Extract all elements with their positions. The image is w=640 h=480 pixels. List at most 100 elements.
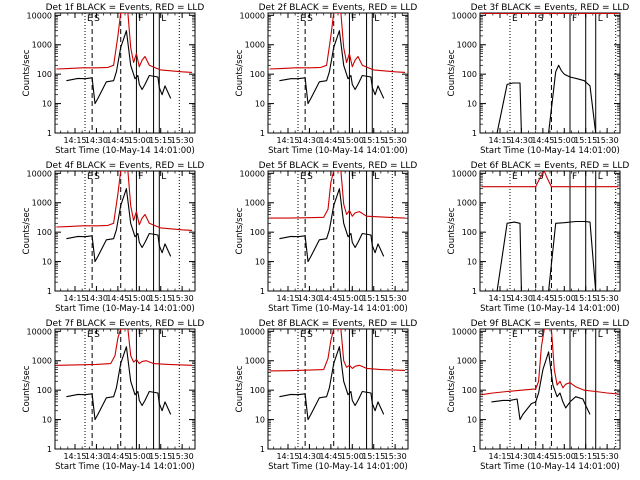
x-tick-label: 14:30 bbox=[510, 294, 533, 303]
x-axis-label: Start Time (10-May-14 14:01:00) bbox=[480, 146, 620, 156]
series-line-lld bbox=[56, 329, 193, 366]
interval-label: S bbox=[538, 330, 544, 340]
interval-label: E bbox=[87, 172, 93, 182]
y-axis-label: Counts/sec bbox=[22, 49, 32, 96]
plot-frame bbox=[267, 170, 409, 292]
interval-label: F bbox=[138, 14, 143, 24]
interval-label: L bbox=[598, 14, 603, 24]
panel-title: Det 1f BLACK = Events, RED = LLD bbox=[46, 3, 205, 13]
series-line-lld bbox=[269, 329, 406, 372]
y-tick-label: 100 bbox=[250, 70, 265, 79]
x-tick-label: 14:45 bbox=[106, 452, 129, 461]
x-tick-label: 14:30 bbox=[510, 452, 533, 461]
interval-label: F bbox=[572, 172, 577, 182]
x-tick-label: 15:15 bbox=[362, 136, 385, 145]
interval-label: F bbox=[572, 330, 577, 340]
y-tick-label: 10000 bbox=[240, 11, 265, 20]
y-tick-label: 10 bbox=[467, 258, 477, 267]
y-tick-label: 10000 bbox=[27, 11, 52, 20]
interval-label: F bbox=[351, 330, 356, 340]
plot-frame bbox=[479, 328, 621, 450]
y-tick-label: 1000 bbox=[457, 357, 477, 366]
x-tick-label: 15:15 bbox=[149, 136, 172, 145]
interval-label: L bbox=[374, 172, 379, 182]
x-tick-label: 15:30 bbox=[384, 452, 407, 461]
y-tick-label: 10 bbox=[42, 416, 52, 425]
series-line-events bbox=[491, 64, 597, 133]
x-axis-label: Start Time (10-May-14 14:01:00) bbox=[55, 462, 195, 472]
x-tick-label: 15:15 bbox=[149, 452, 172, 461]
x-tick-label: 14:45 bbox=[319, 136, 342, 145]
y-tick-label: 100 bbox=[37, 386, 52, 395]
x-tick-label: 15:15 bbox=[574, 294, 597, 303]
interval-label: S bbox=[307, 14, 313, 24]
y-axis-label: Counts/sec bbox=[447, 49, 457, 96]
y-tick-label: 100 bbox=[250, 386, 265, 395]
interval-label: L bbox=[161, 14, 166, 24]
y-tick-label: 10 bbox=[467, 416, 477, 425]
x-tick-label: 15:15 bbox=[149, 294, 172, 303]
y-tick-label: 100 bbox=[462, 228, 477, 237]
interval-label: S bbox=[94, 330, 100, 340]
x-tick-label: 14:45 bbox=[531, 294, 554, 303]
y-tick-label: 10000 bbox=[452, 169, 477, 178]
panel-title: Det 4f BLACK = Events, RED = LLD bbox=[46, 161, 205, 171]
y-tick-label: 10000 bbox=[240, 169, 265, 178]
y-tick-label: 1000 bbox=[245, 199, 265, 208]
x-tick-label: 15:30 bbox=[596, 452, 619, 461]
interval-label: E bbox=[300, 172, 306, 182]
y-tick-label: 1000 bbox=[245, 357, 265, 366]
y-tick-label: 1000 bbox=[32, 41, 52, 50]
series-line-lld bbox=[56, 171, 193, 231]
x-tick-label: 15:00 bbox=[128, 136, 151, 145]
x-tick-label: 14:30 bbox=[298, 294, 321, 303]
y-tick-label: 10000 bbox=[452, 327, 477, 336]
x-axis-label: Start Time (10-May-14 14:01:00) bbox=[268, 146, 408, 156]
y-tick-label: 1000 bbox=[457, 41, 477, 50]
x-tick-label: 14:15 bbox=[276, 294, 299, 303]
x-tick-label: 14:45 bbox=[319, 452, 342, 461]
y-tick-label: 1 bbox=[260, 287, 265, 296]
y-tick-label: 1 bbox=[472, 445, 477, 454]
panel-title: Det 9f BLACK = Events, RED = LLD bbox=[471, 319, 630, 329]
y-tick-label: 100 bbox=[462, 386, 477, 395]
panel-title: Det 8f BLACK = Events, RED = LLD bbox=[259, 319, 418, 329]
x-tick-label: 15:00 bbox=[128, 452, 151, 461]
y-tick-label: 10000 bbox=[240, 327, 265, 336]
x-tick-label: 14:15 bbox=[63, 136, 86, 145]
plot-frame bbox=[267, 328, 409, 450]
series-line-lld bbox=[481, 171, 619, 188]
x-axis-label: Start Time (10-May-14 14:01:00) bbox=[268, 462, 408, 472]
x-tick-label: 15:15 bbox=[362, 294, 385, 303]
panel-title: Det 7f BLACK = Events, RED = LLD bbox=[46, 319, 205, 329]
y-axis-label: Counts/sec bbox=[447, 207, 457, 254]
x-tick-label: 14:15 bbox=[63, 452, 86, 461]
series-line-lld bbox=[269, 171, 406, 219]
y-axis-label: Counts/sec bbox=[235, 207, 245, 254]
x-tick-label: 14:45 bbox=[106, 294, 129, 303]
x-tick-label: 14:15 bbox=[488, 136, 511, 145]
interval-label: S bbox=[94, 172, 100, 182]
interval-label: L bbox=[598, 172, 603, 182]
x-tick-label: 14:15 bbox=[276, 452, 299, 461]
series-line-events bbox=[491, 220, 597, 291]
y-tick-label: 10 bbox=[255, 258, 265, 267]
interval-label: E bbox=[87, 14, 93, 24]
x-tick-label: 14:30 bbox=[85, 136, 108, 145]
x-tick-label: 14:30 bbox=[85, 294, 108, 303]
y-tick-label: 1 bbox=[47, 129, 52, 138]
x-tick-label: 14:30 bbox=[510, 136, 533, 145]
y-tick-label: 1000 bbox=[245, 41, 265, 50]
interval-label: L bbox=[374, 330, 379, 340]
interval-label: E bbox=[300, 330, 306, 340]
y-tick-label: 10 bbox=[42, 100, 52, 109]
series-line-events bbox=[491, 351, 591, 421]
y-axis-label: Counts/sec bbox=[447, 365, 457, 412]
